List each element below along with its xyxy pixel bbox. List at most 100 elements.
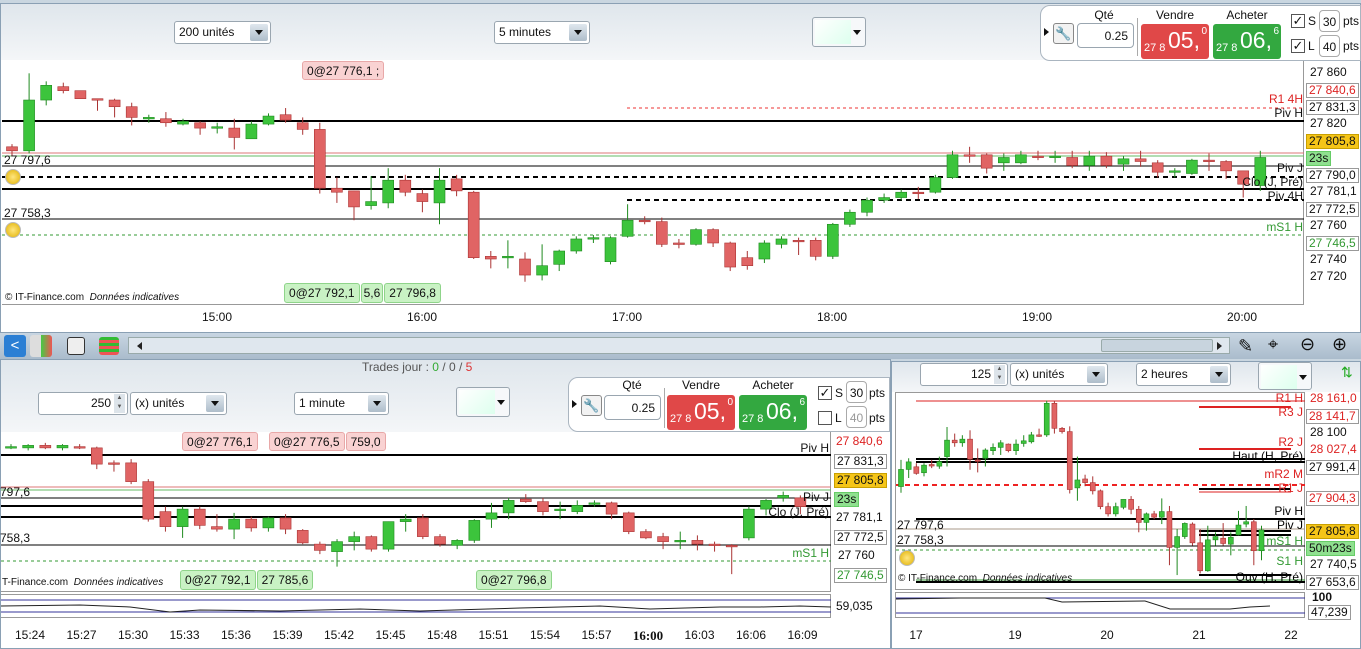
candle (1151, 160, 1164, 178)
right-chart-area[interactable] (895, 392, 1305, 590)
indicators-button[interactable] (1258, 362, 1312, 390)
candle (1237, 170, 1249, 198)
limit-label: L (1308, 39, 1315, 53)
haut-label: Haut (H, Pré) (1232, 449, 1303, 463)
qty-input[interactable]: 0.25 (604, 395, 661, 420)
expand-arrow-icon[interactable] (572, 400, 581, 408)
order-tag[interactable]: 759,0 (345, 432, 386, 451)
zoom-fit-icon[interactable]: ⌖ (1268, 334, 1279, 354)
buy-button[interactable]: 27 8 06, 6 (1213, 24, 1281, 59)
units-select[interactable]: (x) unités (130, 392, 227, 415)
horizontal-scrollbar[interactable] (128, 337, 1230, 354)
bottom-left-indicator-pane[interactable] (1, 594, 831, 618)
qty-input[interactable]: 0.25 (1077, 23, 1134, 48)
candle (296, 529, 309, 545)
order-panel-toggle-icon[interactable]: ⇅ (1341, 364, 1353, 380)
indicators-button[interactable] (456, 387, 510, 417)
zoom-out-icon[interactable]: ⊖ (1300, 334, 1316, 354)
candle (997, 440, 1004, 455)
chevron-down-icon (206, 395, 224, 412)
link-candles-icon[interactable] (30, 335, 52, 357)
candle (331, 177, 343, 203)
candle-body (1082, 478, 1088, 483)
limit-checkbox[interactable]: ✓ (1291, 38, 1305, 53)
price-axis-label: 27 840,6 (836, 434, 883, 448)
candle-body (743, 508, 755, 539)
order-tag[interactable]: 0@27 792,1 (180, 570, 256, 590)
spinner-arrows-icon[interactable]: ▲ ▼ (114, 394, 125, 413)
candle-body (365, 201, 377, 206)
zoom-in-icon[interactable]: ⊕ (1332, 334, 1348, 354)
stop-checkbox[interactable]: ✓ (818, 385, 832, 400)
candle-body (1036, 434, 1042, 437)
scroll-thumb[interactable] (1101, 339, 1213, 352)
piv-4h-label: Piv 4H (1267, 189, 1303, 203)
candle (655, 217, 668, 247)
units-select[interactable]: 200 unités (174, 21, 271, 44)
right-indicator-pane[interactable] (895, 592, 1305, 618)
order-tag[interactable]: 0@27 776,1 (182, 432, 258, 451)
buy-button[interactable]: 27 8 06, 6 (739, 395, 807, 430)
top-chart-area[interactable] (2, 61, 1304, 305)
candle (434, 534, 446, 547)
limit-pts-input[interactable]: 40 (846, 406, 867, 428)
candle (1220, 523, 1226, 546)
sell-button[interactable]: 27 8 05, 0 (667, 395, 735, 430)
expand-arrow-icon[interactable] (1044, 28, 1053, 36)
price-axis-label: 27 740 (1310, 252, 1347, 266)
candle (1169, 168, 1181, 178)
clo-label: Clo (J, Pré) (768, 505, 829, 519)
order-tag[interactable]: 27 796,8 (384, 283, 441, 303)
drawing-tool-icon[interactable]: ✎ (1238, 336, 1254, 356)
order-tag[interactable]: 0@27 796,8 (476, 570, 552, 590)
bottom-left-chart-area[interactable] (1, 432, 831, 592)
wrench-icon[interactable]: 🔧 (1053, 23, 1074, 44)
scroll-left-icon[interactable] (133, 342, 142, 350)
share-icon[interactable]: < (4, 335, 26, 357)
candle-body (451, 540, 463, 546)
bell-icon[interactable] (5, 169, 21, 185)
chart-template-icon[interactable] (67, 337, 85, 355)
limit-pts-input[interactable]: 40 (1319, 35, 1340, 57)
candle (990, 443, 996, 455)
candle-body (980, 154, 993, 169)
stop-checkbox[interactable]: ✓ (1291, 13, 1305, 28)
stop-pts-input[interactable]: 30 (846, 381, 867, 403)
candle-body (1220, 537, 1226, 544)
time-axis-label: 15:36 (220, 628, 252, 642)
copyright-text: © IT-Finance.com (898, 573, 978, 584)
spinner-arrows-icon[interactable]: ▲ ▼ (994, 365, 1005, 384)
order-tag[interactable]: 0@27 776,1 ; (302, 61, 385, 80)
order-book-icon[interactable] (99, 337, 119, 355)
order-tag[interactable]: 27 785,6 (256, 570, 314, 590)
candle (73, 444, 86, 450)
candle (1059, 426, 1065, 434)
candle (1013, 439, 1019, 455)
units-select[interactable]: (x) unités (1010, 363, 1108, 386)
sell-button[interactable]: 27 8 05, 0 (1141, 24, 1209, 59)
candle-body (1254, 157, 1267, 186)
qty-spinner[interactable]: 125 ▲ ▼ (920, 363, 1008, 386)
candle-body (1059, 428, 1065, 432)
bell-icon[interactable] (899, 550, 915, 566)
limit-checkbox[interactable] (818, 411, 832, 425)
candle (6, 144, 18, 157)
order-tag[interactable]: 0@27 792,1 (284, 283, 360, 303)
qty-spinner[interactable]: 250 ▲ ▼ (38, 392, 128, 415)
interval-select[interactable]: 1 minute (294, 392, 389, 415)
interval-select[interactable]: 5 minutes (494, 21, 590, 44)
indicators-button[interactable] (812, 17, 866, 47)
candle (936, 456, 943, 469)
candle (777, 491, 790, 502)
wrench-icon[interactable]: 🔧 (581, 395, 602, 416)
interval-select[interactable]: 2 heures (1136, 363, 1231, 386)
time-axis-label: 15:24 (14, 628, 46, 642)
stop-pts-input[interactable]: 30 (1319, 10, 1340, 32)
candle-body (1066, 431, 1073, 490)
candle-body (160, 118, 172, 124)
order-tag[interactable]: 0@27 776,5 (269, 432, 345, 451)
order-tag[interactable]: 5,6 (360, 283, 384, 303)
bell-icon[interactable] (5, 222, 21, 238)
scroll-right-icon[interactable] (1217, 342, 1226, 350)
